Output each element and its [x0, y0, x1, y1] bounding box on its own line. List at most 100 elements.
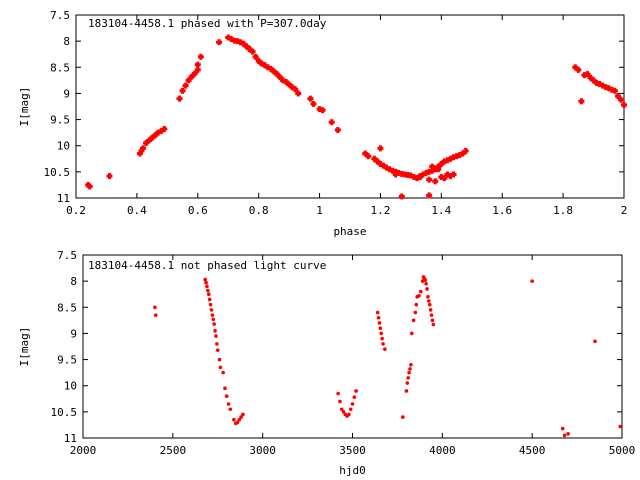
data-point	[194, 66, 201, 73]
data-point	[334, 127, 341, 134]
data-point	[420, 279, 425, 283]
y-tick-label: 10.5	[51, 406, 78, 419]
y-tick-label: 8	[63, 35, 70, 48]
data-point	[447, 173, 454, 180]
data-point	[206, 288, 210, 293]
data-point	[420, 171, 427, 178]
data-point	[413, 310, 418, 315]
data-point	[438, 161, 445, 168]
x-tick-label: 1.6	[492, 204, 512, 217]
data-point	[188, 73, 195, 80]
y-tick-label: 8.5	[57, 301, 77, 314]
y-axis-title: I[mag]	[18, 327, 31, 367]
data-point	[398, 193, 405, 200]
data-point	[348, 407, 353, 412]
y-tick-label: 10.5	[44, 166, 71, 179]
x-tick-label: 4000	[429, 444, 456, 457]
data-point	[228, 36, 235, 43]
data-point	[231, 37, 238, 44]
data-point	[365, 153, 372, 160]
data-point	[413, 175, 420, 182]
data-point	[240, 40, 247, 47]
y-tick-label: 8	[70, 275, 77, 288]
data-point	[429, 163, 436, 170]
data-point	[280, 77, 287, 84]
x-tick-label: 2	[621, 204, 628, 217]
data-point	[575, 66, 582, 73]
data-point	[158, 128, 165, 135]
data-point	[453, 153, 460, 160]
data-point	[444, 171, 451, 178]
data-point	[426, 192, 433, 199]
data-point	[338, 399, 342, 404]
x-tick-label: 2000	[70, 444, 97, 457]
data-point	[581, 72, 588, 79]
data-point	[261, 62, 268, 69]
data-point	[430, 318, 435, 323]
data-point	[614, 93, 621, 100]
data-point	[401, 415, 405, 419]
x-tick-label: 0.6	[188, 204, 208, 217]
data-point	[599, 82, 606, 89]
data-point	[264, 64, 271, 71]
data-point	[249, 48, 256, 55]
data-point	[418, 289, 423, 294]
data-point	[407, 172, 414, 179]
data-point	[593, 79, 600, 86]
data-point	[232, 417, 236, 422]
x-tick-label: 1.2	[371, 204, 391, 217]
y-tick-label: 8.5	[50, 61, 70, 74]
data-point	[596, 81, 603, 88]
data-point	[206, 292, 211, 297]
data-point	[216, 39, 223, 46]
data-point	[224, 394, 229, 398]
data-point	[429, 313, 434, 317]
data-point	[161, 125, 168, 132]
data-point	[191, 70, 198, 77]
data-point	[328, 119, 335, 126]
data-point	[423, 278, 428, 282]
data-point	[381, 342, 385, 346]
data-point	[409, 363, 413, 367]
data-point	[590, 77, 597, 84]
data-point	[179, 87, 186, 94]
data-point	[428, 308, 433, 312]
data-point	[435, 166, 442, 173]
data-point	[350, 402, 355, 406]
data-point	[362, 150, 369, 157]
x-tick-label: 1.4	[431, 204, 451, 217]
y-tick-label: 11	[64, 432, 77, 445]
data-point	[426, 176, 433, 183]
data-point	[462, 147, 469, 154]
data-point	[152, 132, 159, 139]
data-point	[377, 321, 382, 325]
data-point	[423, 169, 430, 176]
data-point	[560, 426, 565, 431]
data-point	[404, 389, 409, 393]
data-point	[212, 322, 216, 326]
data-point	[205, 284, 209, 289]
data-point	[176, 95, 183, 102]
data-point	[243, 43, 250, 50]
data-point	[211, 317, 216, 322]
data-point	[185, 77, 192, 84]
data-point	[425, 287, 429, 291]
data-point	[411, 318, 416, 323]
data-point	[307, 95, 314, 102]
data-point	[383, 347, 387, 351]
data-point	[426, 168, 433, 175]
data-point	[354, 389, 358, 393]
y-axis-title: I[mag]	[18, 87, 31, 127]
data-point	[432, 166, 439, 173]
data-point	[258, 60, 265, 67]
data-point	[85, 181, 92, 188]
data-point	[252, 53, 259, 60]
data-point	[316, 106, 323, 113]
x-tick-label: 0.8	[249, 204, 269, 217]
data-point	[246, 45, 253, 52]
data-point	[218, 365, 223, 370]
unphased-light-curve-panel: 2000 2500 3000 3500 4000 4500 5000 7.5 8 8.5 9 9.5 1…	[18, 249, 635, 477]
data-point	[377, 145, 384, 152]
data-point	[138, 147, 145, 154]
